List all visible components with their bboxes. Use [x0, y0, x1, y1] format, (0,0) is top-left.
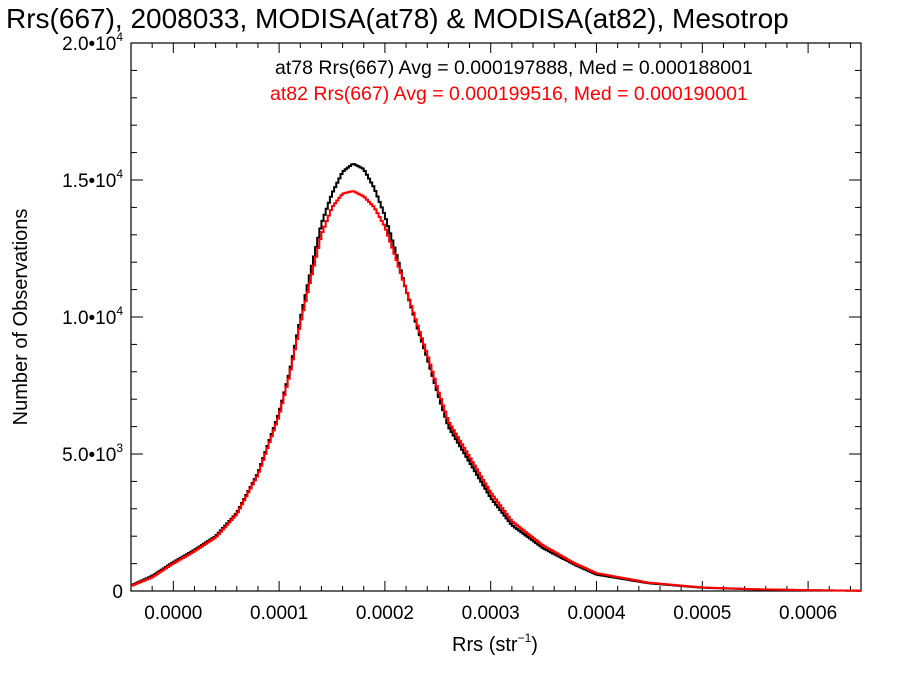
annotation-at82: at82 Rrs(667) Avg = 0.000199516, Med = 0… — [270, 83, 748, 105]
y-tick-label: 0 — [112, 582, 123, 603]
x-tick-label: 0.0003 — [462, 603, 520, 624]
x-tick-label: 0.0004 — [567, 603, 626, 624]
y-tick-label: 1.5•104 — [62, 167, 123, 192]
x-tick-label: 0.0002 — [356, 603, 414, 624]
x-axis-label-close: ) — [531, 634, 538, 656]
chart-title: Rrs(667), 2008033, MODISA(at78) & MODISA… — [6, 3, 789, 34]
y-tick-label: 1.0•104 — [62, 304, 123, 329]
x-axis-label-main: Rrs (str — [452, 634, 518, 656]
x-axis-label: Rrs (str−1) — [452, 631, 538, 656]
y-tick-label: 2.0•104 — [62, 30, 123, 55]
axis-ticks: 0.0000 0.0001 0.0002 0.0003 0.0004 0.0005 0.00… — [62, 30, 861, 624]
y-axis-label: Number of Observations — [10, 209, 32, 426]
series-layer — [131, 163, 861, 592]
x-tick-label: 0.0006 — [779, 603, 837, 624]
series-line-1 — [131, 190, 861, 592]
x-tick-label: 0.0000 — [144, 603, 202, 624]
x-tick-label: 0.0005 — [673, 603, 731, 624]
annotation-at78: at78 Rrs(667) Avg = 0.000197888, Med = 0… — [275, 57, 753, 79]
series-line-0 — [131, 163, 861, 592]
x-axis-label-sup: −1 — [518, 631, 532, 645]
x-tick-label: 0.0001 — [250, 603, 308, 624]
y-tick-label: 5.0•103 — [62, 441, 123, 466]
